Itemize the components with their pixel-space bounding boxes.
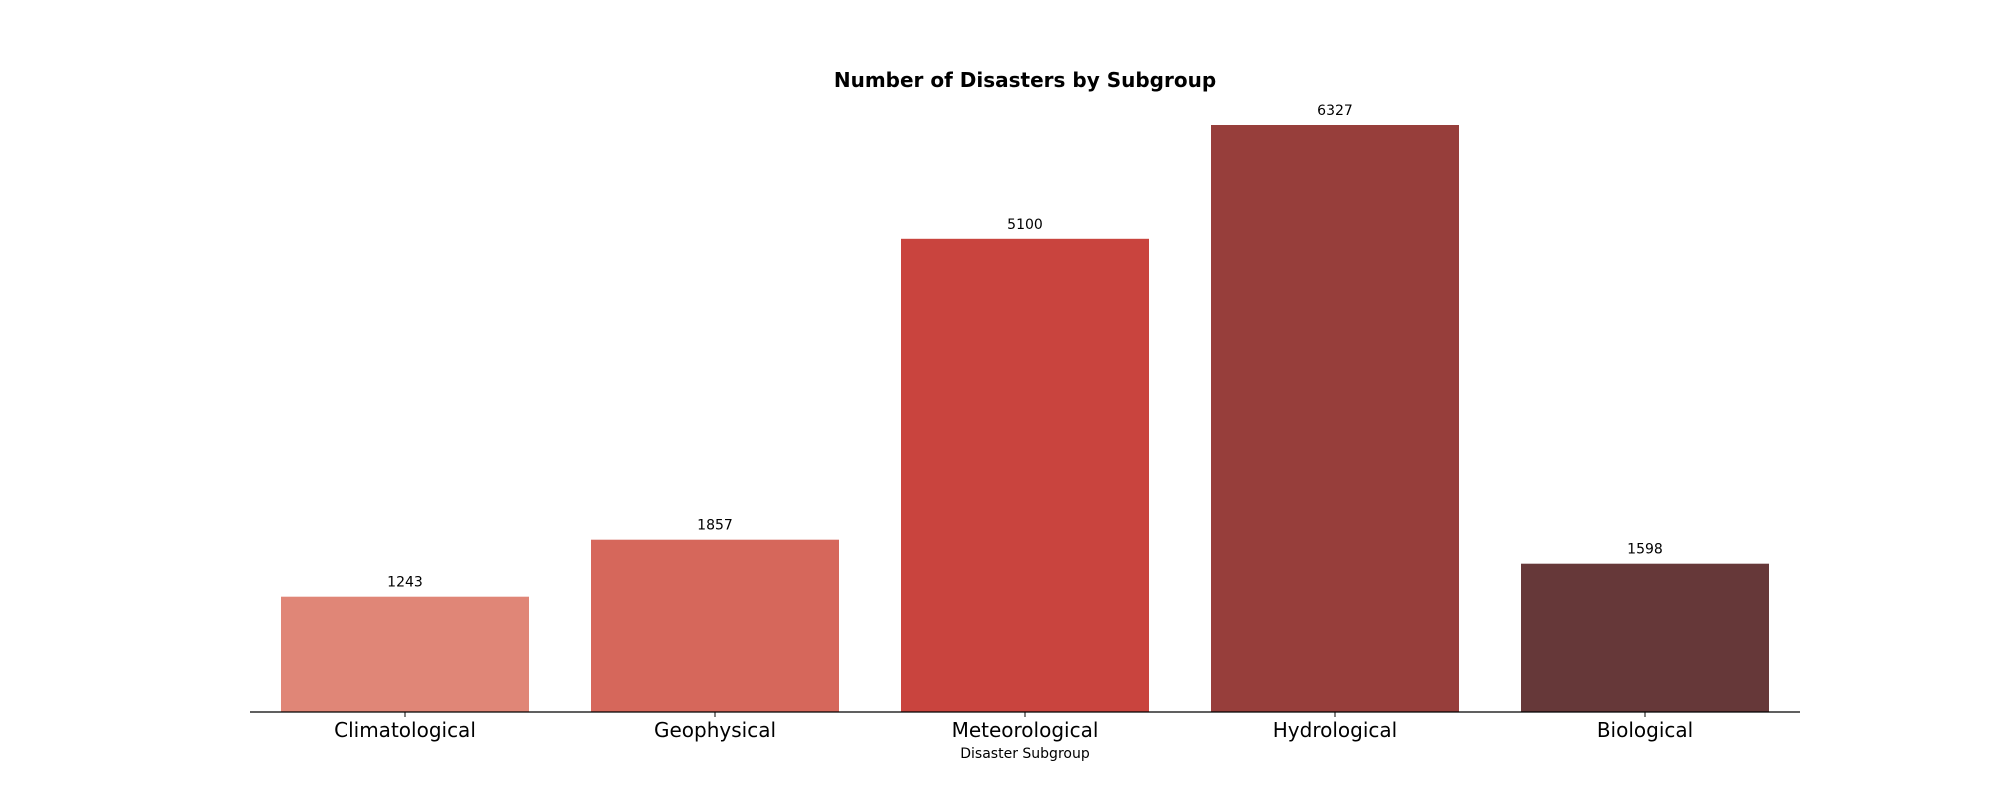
- x-tick-label-meteorological: Meteorological: [952, 718, 1099, 742]
- data-label-climatological: 1243: [387, 575, 423, 591]
- data-label-geophysical: 1857: [697, 518, 733, 534]
- x-tick-label-geophysical: Geophysical: [654, 718, 776, 742]
- data-label-meteorological: 5100: [1007, 217, 1043, 233]
- data-labels-group: 1243 1857 5100 6327 1598: [387, 103, 1663, 591]
- bar-hydrological: [1211, 125, 1459, 712]
- bar-geophysical: [591, 539, 839, 712]
- bar-climatological: [281, 596, 529, 712]
- x-tick-label-climatological: Climatological: [334, 718, 476, 742]
- x-ticks-group: Climatological Geophysical Meteorological H…: [334, 712, 1693, 742]
- data-label-hydrological: 6327: [1317, 103, 1353, 119]
- bar-meteorological: [901, 238, 1149, 713]
- x-axis-label: Disaster Subgroup: [960, 746, 1090, 762]
- x-tick-label-biological: Biological: [1597, 718, 1693, 742]
- bar-biological: [1521, 563, 1769, 712]
- x-tick-label-hydrological: Hydrological: [1273, 718, 1397, 742]
- bars-group: [281, 125, 1769, 713]
- data-label-biological: 1598: [1627, 542, 1663, 558]
- chart-title: Number of Disasters by Subgroup: [834, 68, 1216, 92]
